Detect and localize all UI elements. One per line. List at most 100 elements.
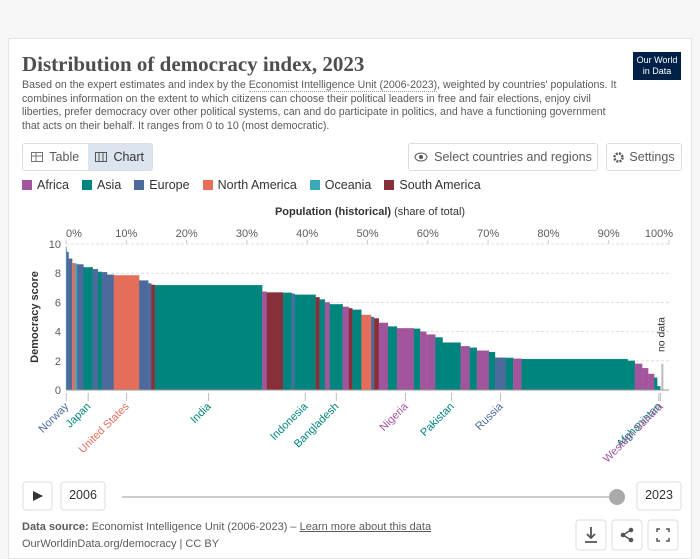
logo-text: in Data <box>642 66 672 76</box>
entity-label: India <box>188 400 214 426</box>
x-tick-label: 30% <box>236 228 258 240</box>
legend-swatch <box>134 180 145 190</box>
bar <box>657 386 661 391</box>
subtitle-text: Based on the expert estimates and index … <box>22 79 249 91</box>
bar <box>291 293 295 391</box>
bar <box>642 368 649 391</box>
logo[interactable]: Our World in Data <box>633 52 681 80</box>
bar <box>151 284 156 391</box>
entity-label: Pakistan <box>418 401 456 439</box>
learn-more-link[interactable]: Learn more about this data <box>299 521 432 533</box>
bar <box>435 337 443 391</box>
fullscreen-button[interactable] <box>647 519 679 551</box>
legend-label: Oceania <box>324 178 372 192</box>
x-tick-label: 50% <box>356 228 378 240</box>
legend-swatch <box>81 180 92 190</box>
legend-swatch <box>309 180 320 190</box>
bar <box>342 306 349 391</box>
footer-source: Data source: Economist Intelligence Unit… <box>22 521 431 533</box>
fullscreen-icon <box>656 528 670 542</box>
no-data-bar <box>661 363 664 390</box>
bar <box>329 304 343 391</box>
start-year-box[interactable] <box>60 481 106 511</box>
x-tick-label: 100% <box>645 228 673 240</box>
tab-label: Chart <box>113 150 145 164</box>
legend-label: Europe <box>149 178 190 192</box>
bar <box>76 264 84 391</box>
end-year: 2023 <box>645 488 673 502</box>
subtitle-text: , weighted by countries' populations. It… <box>22 79 617 132</box>
bar <box>488 351 496 391</box>
button-label: Select countries and regions <box>434 150 592 164</box>
legend-item[interactable]: South America <box>384 178 481 192</box>
legend-item[interactable]: North America <box>202 178 297 192</box>
no-data-label: no data <box>655 317 667 352</box>
end-year-box[interactable] <box>636 481 682 511</box>
download-icon <box>585 527 597 543</box>
bar <box>361 314 372 391</box>
bar <box>315 297 320 391</box>
bar <box>387 326 398 391</box>
play-icon <box>33 491 43 501</box>
settings-button[interactable]: Settings <box>606 143 682 171</box>
bar <box>513 358 522 391</box>
x-tick-label: 80% <box>537 228 559 240</box>
x-tick-label: 60% <box>417 228 439 240</box>
legend-item[interactable]: Oceania <box>309 178 372 192</box>
bar <box>396 328 415 391</box>
bar <box>442 342 461 391</box>
chart-tab[interactable]: Chart <box>87 144 152 170</box>
bar <box>83 267 93 391</box>
legend-label: North America <box>217 178 297 192</box>
x-tick-label: 70% <box>477 228 499 240</box>
bar <box>648 373 655 391</box>
bar <box>106 274 115 391</box>
icon <box>95 152 108 162</box>
bar <box>476 350 490 391</box>
bar <box>654 377 658 391</box>
bar <box>627 360 636 391</box>
bar <box>148 283 152 391</box>
legend-swatch <box>202 180 213 190</box>
select-button[interactable]: Select countries and regions <box>408 143 598 171</box>
legend-item[interactable]: Asia <box>81 178 121 192</box>
legend-swatch <box>22 180 32 190</box>
bar <box>378 322 389 391</box>
bar <box>426 334 436 391</box>
bar <box>282 292 292 391</box>
bar <box>294 294 316 391</box>
timeline-handle[interactable] <box>609 489 625 505</box>
bar <box>460 346 470 391</box>
y-tick-label: 0 <box>55 385 61 397</box>
bar <box>66 251 69 391</box>
x-axis-label-bold: Population (historical) <box>274 206 392 218</box>
x-axis-label-rest: (share of total) <box>394 206 466 218</box>
logo-text: Our World <box>636 55 678 65</box>
legend: Africa Asia Europe North America Oceania Sout… <box>22 178 481 192</box>
legend-item[interactable]: Europe <box>134 178 190 192</box>
bar <box>97 271 102 391</box>
table-tab[interactable]: Table <box>23 144 88 170</box>
share-icon <box>620 532 626 538</box>
bar <box>262 291 267 391</box>
x-tick-label: 90% <box>598 228 620 240</box>
title: Distribution of democracy index, 2023 <box>22 52 365 76</box>
legend-item[interactable]: Africa <box>22 178 69 192</box>
bar <box>469 347 478 391</box>
icon <box>31 152 44 162</box>
share-button[interactable] <box>611 519 643 551</box>
start-year: 2006 <box>69 488 97 502</box>
y-axis-label: Democracy score <box>29 271 41 363</box>
icon <box>613 151 625 163</box>
bar <box>413 328 421 391</box>
bar <box>420 331 427 391</box>
entity-label: Japan <box>64 401 94 431</box>
subtitle-link[interactable]: Economist Intelligence Unit (2006-2023) <box>248 79 438 92</box>
share-icon <box>628 527 634 533</box>
bar <box>72 263 76 391</box>
bar <box>92 269 99 391</box>
legend-swatch <box>384 180 395 190</box>
y-tick-label: 10 <box>49 239 61 251</box>
